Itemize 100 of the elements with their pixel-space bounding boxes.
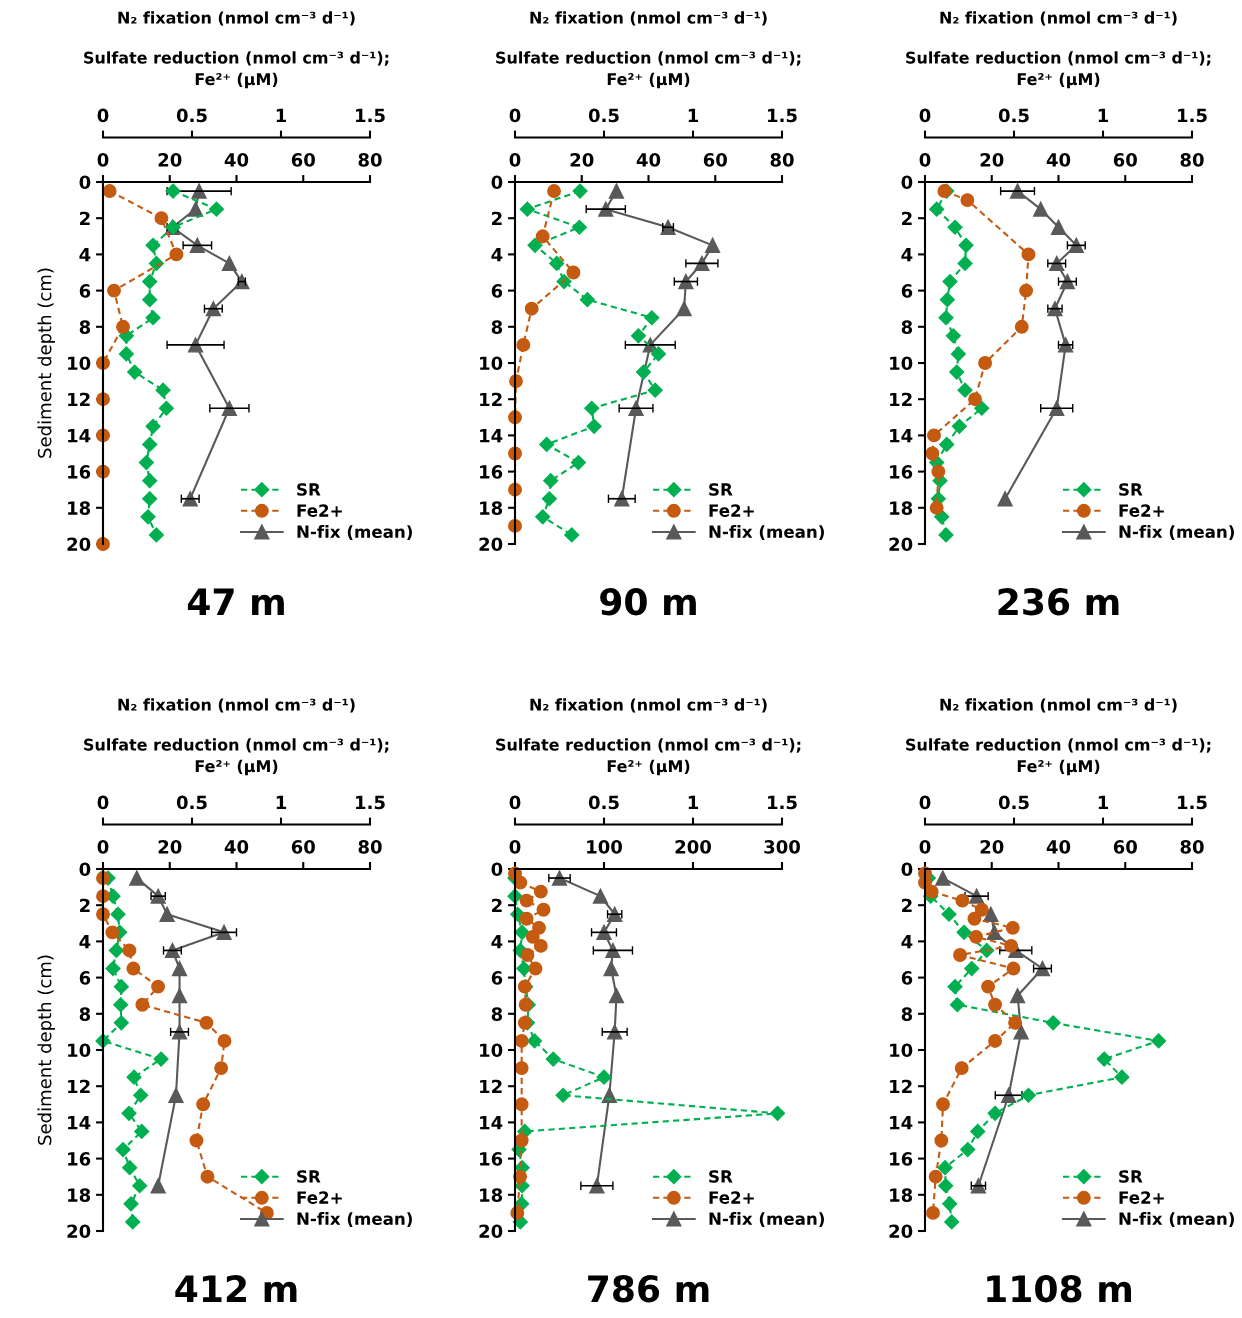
x2-tick-label: 0: [97, 108, 109, 123]
x-tick-label: 100: [587, 840, 622, 854]
y-tick-label: 10: [890, 356, 913, 371]
x2-tick-label: 1: [1098, 108, 1109, 122]
x-tick-label: 20: [158, 840, 182, 854]
x-tick-label: 0: [97, 153, 109, 167]
y-tick-label: 4: [491, 935, 503, 949]
legend-label: Fe2+: [709, 1191, 754, 1204]
y-tick-label: 4: [901, 935, 913, 949]
y-tick-label: 10: [68, 356, 91, 371]
y-tick-label: 12: [890, 1079, 912, 1094]
x-tick-label: 20: [158, 153, 182, 167]
y-tick-label: 14: [890, 429, 913, 443]
y-tick-label: 2: [902, 898, 912, 913]
y-tick-label: 2: [492, 898, 502, 913]
legend-label: SR: [1119, 483, 1143, 496]
legend-label: N-fix (mean): [297, 525, 412, 540]
x-tick-label: 0: [509, 153, 521, 167]
y-tick-label: 14: [68, 1116, 91, 1130]
x2-tick-label: 0: [919, 795, 931, 810]
y-tick-label: 16: [68, 465, 91, 479]
x2-tick-label: 0: [509, 108, 521, 123]
y-tick-label: 14: [480, 429, 503, 443]
x-axis-title: Sulfate reduction (nmol cm⁻³ d⁻¹); Fe²⁺ (µM): [84, 51, 389, 89]
x-tick-label: 0: [509, 840, 521, 854]
x-tick-label: 80: [358, 840, 382, 854]
y-tick-label: 8: [79, 320, 91, 334]
y-tick-label: 0: [79, 862, 91, 877]
x-tick-label: 60: [1113, 153, 1137, 167]
y-tick-label: 16: [480, 1152, 503, 1166]
x-tick-label: 300: [764, 840, 800, 854]
x-tick-label: 40: [1046, 153, 1071, 167]
x2-tick-label: 0: [919, 108, 931, 123]
x2-tick-label: 0.5: [176, 108, 207, 123]
x-axis-title: Sulfate reduction (nmol cm⁻³ d⁻¹); Fe²⁺ (µM): [496, 738, 801, 776]
legend-label: Fe2+: [709, 504, 754, 517]
y-axis-title: Sediment depth (cm): [37, 268, 55, 458]
x-tick-label: 80: [1180, 153, 1204, 167]
text: 90 m: [600, 588, 696, 616]
x2-axis-title: N₂ fixation (nmol cm⁻³ d⁻¹): [940, 698, 1177, 713]
text: 236 m: [998, 588, 1119, 616]
x-tick-label: 0: [919, 840, 931, 854]
text: 1108 m: [987, 1275, 1131, 1303]
y-tick-label: 0: [901, 862, 913, 877]
x-tick-label: 40: [1046, 840, 1071, 854]
x2-tick-label: 0.5: [588, 795, 619, 810]
x2-tick-label: 1.5: [356, 108, 385, 123]
legend-label: N-fix (mean): [1119, 525, 1234, 540]
y-tick-label: 18: [68, 501, 91, 515]
text: 412 m: [175, 1275, 297, 1302]
x2-tick-label: 0: [97, 795, 109, 810]
legend-label: N-fix (mean): [709, 525, 824, 540]
y-tick-label: 16: [890, 1152, 913, 1166]
x2-tick-label: 1.5: [768, 108, 797, 123]
y-tick-label: 12: [890, 392, 912, 407]
y-tick-label: 16: [480, 465, 503, 479]
x-tick-label: 80: [358, 153, 382, 167]
y-tick-label: 14: [890, 1116, 913, 1130]
y-tick-label: 20: [479, 1224, 503, 1239]
y-tick-label: 12: [68, 392, 90, 407]
y-tick-label: 18: [480, 1188, 503, 1202]
y-tick-label: 2: [492, 211, 502, 226]
y-tick-label: 12: [480, 1079, 502, 1094]
y-tick-label: 10: [480, 1043, 503, 1058]
x2-axis-title: N₂ fixation (nmol cm⁻³ d⁻¹): [530, 11, 767, 26]
y-tick-label: 18: [68, 1188, 91, 1202]
legend-label: N-fix (mean): [1119, 1212, 1234, 1227]
y-tick-label: 20: [889, 537, 913, 552]
y-tick-label: 4: [79, 935, 91, 949]
x-tick-label: 20: [980, 153, 1004, 167]
y-tick-label: 2: [902, 211, 912, 226]
x-tick-label: 60: [291, 840, 315, 854]
legend-label: SR: [1119, 1170, 1143, 1183]
x2-axis-title: N₂ fixation (nmol cm⁻³ d⁻¹): [940, 11, 1177, 26]
y-tick-label: 16: [890, 465, 913, 479]
legend-label: Fe2+: [297, 504, 342, 517]
x-axis-title: Sulfate reduction (nmol cm⁻³ d⁻¹); Fe²⁺ (µM): [906, 738, 1211, 776]
text: 47 m: [187, 588, 284, 615]
x2-tick-label: 0.5: [176, 795, 207, 810]
legend-label: Fe2+: [1119, 1191, 1164, 1204]
x2-tick-label: 1: [1098, 795, 1109, 809]
x2-tick-label: 1: [688, 795, 699, 809]
legend-label: SR: [709, 1170, 733, 1183]
x-tick-label: 0: [919, 153, 931, 167]
x2-tick-label: 1: [276, 108, 287, 122]
y-tick-label: 0: [901, 175, 913, 190]
y-tick-label: 2: [80, 898, 90, 913]
y-tick-label: 8: [79, 1007, 91, 1021]
x2-tick-label: 1.5: [1178, 795, 1207, 810]
y-tick-label: 10: [480, 356, 503, 371]
y-tick-label: 6: [79, 284, 91, 298]
y-tick-label: 20: [889, 1224, 913, 1239]
x2-tick-label: 0.5: [998, 795, 1029, 810]
legend-label: N-fix (mean): [297, 1212, 412, 1227]
y-tick-label: 10: [68, 1043, 91, 1058]
x-tick-label: 40: [224, 840, 249, 854]
y-tick-label: 14: [480, 1116, 503, 1130]
x-tick-label: 20: [980, 840, 1004, 854]
x-tick-label: 20: [570, 153, 594, 167]
x-tick-label: 200: [675, 840, 711, 854]
